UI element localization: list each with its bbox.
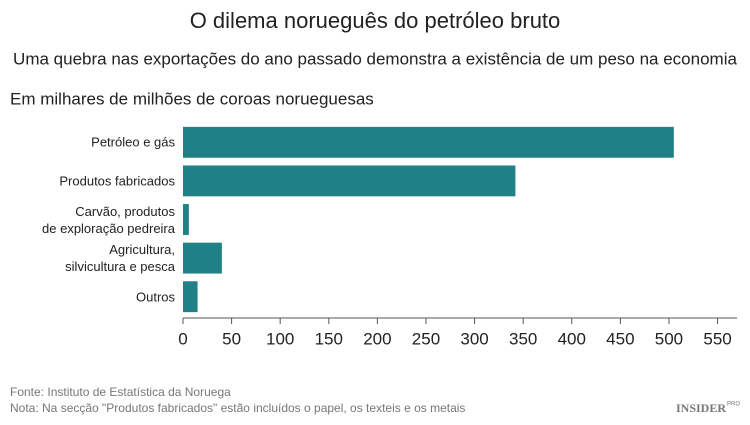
x-tick-label: 300 [460,329,488,348]
x-tick-label: 450 [606,329,634,348]
chart-title: O dilema norueguês do petróleo bruto [190,8,561,33]
x-tick-label: 150 [315,329,343,348]
x-tick-label: 100 [266,329,294,348]
category-label: Carvão, produtos de exploração pedreira [42,203,175,236]
x-tick-label: 550 [703,329,731,348]
x-tick-label: 50 [222,329,241,348]
bar [183,242,222,274]
logo: INSIDER [676,401,726,415]
x-tick-label: 200 [363,329,391,348]
category-label: Petróleo e gás [91,134,175,150]
bar [183,126,674,158]
x-tick-label: 500 [655,329,683,348]
x-tick-label: 400 [558,329,586,348]
bar [183,165,516,197]
x-tick-label: 0 [178,329,187,348]
chart-subtitle: Uma quebra nas exportações do ano passad… [13,49,737,68]
category-label: Agricultura, silvicultura e pesca [65,242,175,275]
x-tick-label: 350 [509,329,537,348]
logo-sup: PRO [727,402,740,408]
source: Fonte: Instituto de Estatística da Norue… [10,385,231,399]
bar [183,204,189,235]
x-tick-label: 250 [412,329,440,348]
category-label: Produtos fabricados [59,173,175,189]
bar [183,281,198,313]
note: Nota: Na secção "Produtos fabricados" es… [10,401,465,415]
axis-label: Em milhares de milhões de coroas noruegu… [10,89,374,108]
category-label: Outros [135,289,175,305]
